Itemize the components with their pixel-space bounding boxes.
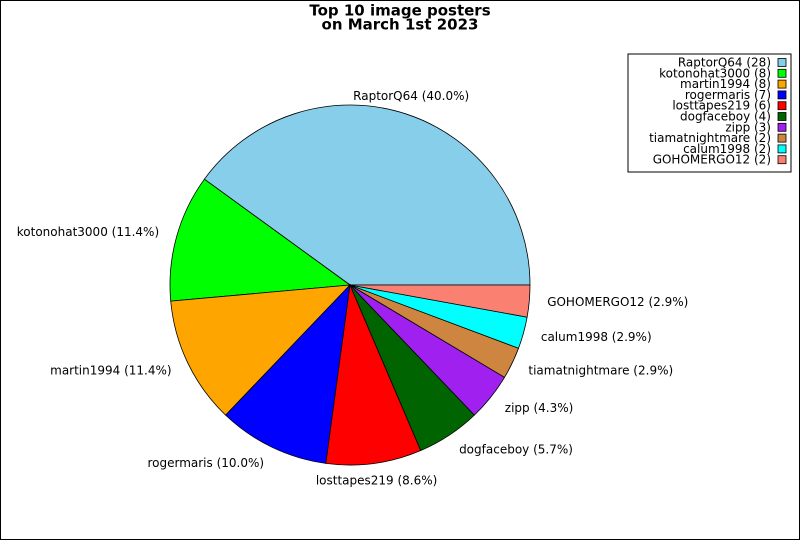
legend-label: tiamatnightmare (2) (649, 131, 771, 145)
legend-swatch (777, 133, 787, 143)
legend-label: zipp (3) (725, 120, 771, 134)
legend-label: losttapes219 (6) (672, 99, 771, 113)
pie-slice (169, 178, 352, 302)
slice-label: RaptorQ64 (40.0%) (353, 89, 469, 103)
pie-slice (349, 284, 531, 318)
slice-label: dogfaceboy (5.7%) (459, 443, 573, 457)
legend-box (627, 53, 792, 173)
slice-label: martin1994 (11.4%) (50, 363, 171, 377)
pie-slice (325, 283, 422, 466)
slice-label: rogermaris (10.0%) (147, 456, 264, 470)
legend-label: kotonohat3000 (8) (659, 66, 771, 80)
legend-swatch (777, 122, 787, 132)
slice-label: calum1998 (2.9%) (541, 330, 652, 344)
slice-label: kotonohat3000 (11.4%) (17, 225, 159, 239)
legend-label: GOHOMERGO12 (2) (653, 153, 771, 167)
legend-swatch (777, 155, 787, 165)
legend-label: RaptorQ64 (28) (678, 56, 771, 70)
chart-title: on March 1st 2023 (322, 16, 479, 34)
legend-swatch (777, 79, 787, 89)
slice-label: tiamatnightmare (2.9%) (528, 363, 673, 377)
legend-label: dogfaceboy (4) (680, 110, 771, 124)
legend-swatch (777, 58, 787, 67)
legend-label: rogermaris (7) (685, 88, 771, 102)
legend-swatch (777, 144, 787, 154)
legend-swatch (777, 90, 787, 100)
slice-label: zipp (4.3%) (505, 401, 574, 415)
slice-label: GOHOMERGO12 (2.9%) (547, 295, 688, 309)
pie-slice (225, 283, 351, 464)
legend-swatch (777, 112, 787, 121)
legend-label: martin1994 (8) (680, 77, 771, 91)
slice-label: losttapes219 (8.6%) (316, 474, 438, 488)
legend-swatch (777, 101, 787, 111)
chart-title: Top 10 image posters (309, 2, 490, 20)
pie-slice (203, 104, 531, 286)
legend-label: calum1998 (2) (683, 142, 771, 156)
pie-slice (170, 284, 352, 416)
legend-swatch (777, 68, 787, 78)
